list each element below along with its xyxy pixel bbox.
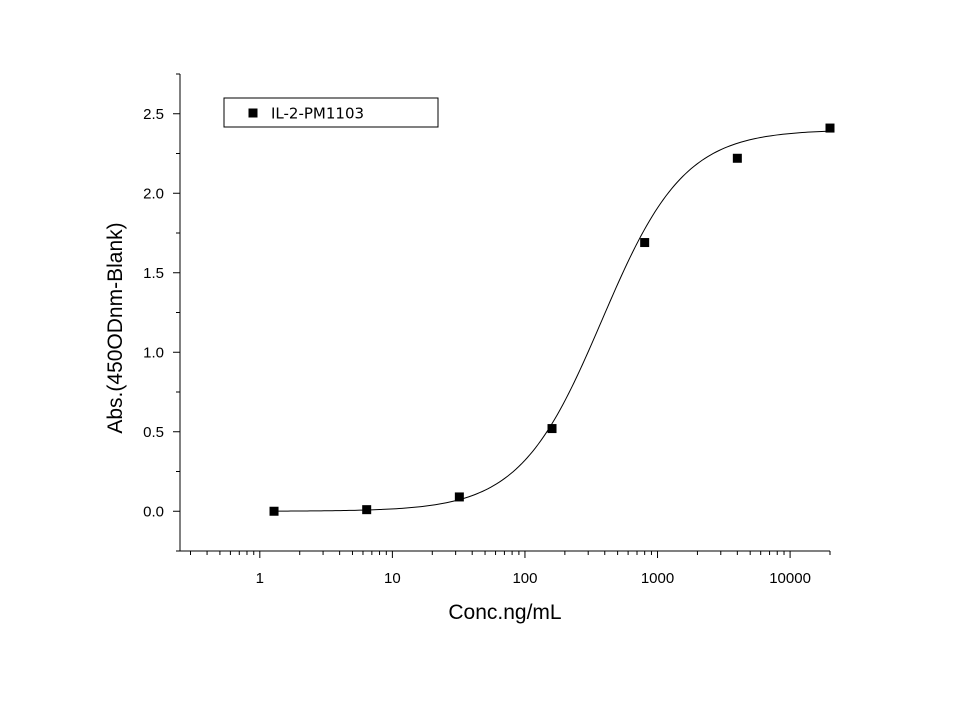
data-point: [362, 505, 372, 515]
fit-curve: [274, 130, 831, 512]
data-point: [547, 424, 557, 434]
data-point: [269, 506, 279, 516]
y-tick-label: 0.5: [143, 424, 164, 441]
y-tick-label: 2.0: [143, 185, 164, 202]
x-axis-label: Conc.ng/mL: [448, 601, 561, 624]
legend-label: IL-2-PM1103: [271, 105, 364, 123]
x-tick-label: 100: [512, 570, 537, 587]
x-tick-label: 10: [384, 570, 401, 587]
legend: IL-2-PM1103: [223, 97, 439, 128]
y-tick-label: 1.5: [143, 265, 164, 282]
data-points-layer: [269, 123, 835, 516]
data-point: [640, 238, 650, 248]
legend-marker-square: [248, 108, 258, 118]
x-tick-label: 10000: [769, 570, 811, 587]
fit-curve-layer: [274, 130, 831, 512]
y-tick-label: 1.0: [143, 344, 164, 361]
data-point: [732, 153, 742, 163]
y-axis-label: Abs.(450ODnm-Blank): [104, 222, 127, 433]
x-tick-label: 1000: [641, 570, 674, 587]
y-tick-label: 2.5: [143, 106, 164, 123]
data-point: [825, 123, 835, 133]
data-point: [454, 492, 464, 502]
axes: 0.0 0.5 1.0 1.5 2.0 2.5 1 10 100 1000 10000: [143, 73, 831, 587]
x-tick-label: 1: [256, 570, 264, 587]
legend-box: [223, 97, 439, 128]
y-tick-label: 0.0: [143, 503, 164, 520]
